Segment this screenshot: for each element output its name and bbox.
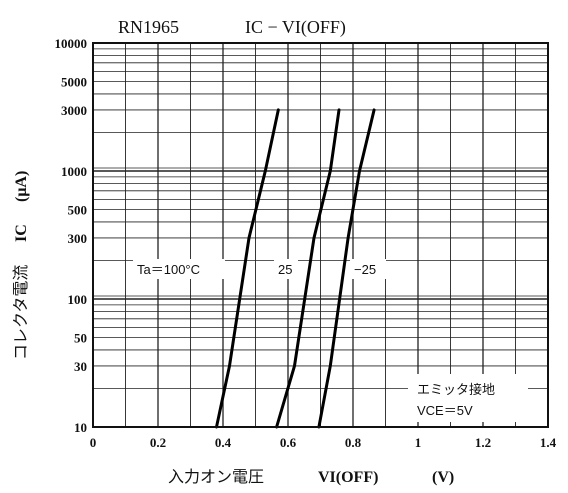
y-tick-label: 30 — [74, 359, 87, 374]
y-tick-label: 10000 — [55, 36, 88, 51]
curve-label-bg-25c — [274, 259, 298, 279]
x-tick-label: 1 — [415, 435, 422, 450]
x-tick-label: 1.2 — [475, 435, 491, 450]
curve-labels: Ta＝100°C 25 −25 — [133, 259, 386, 279]
curve-label-bg-minus25c — [350, 259, 386, 279]
condition-note: エミッタ接地 VCE＝5V — [408, 374, 528, 422]
curves — [215, 108, 376, 429]
y-axis-label: コレクタ電流 IC (μA) — [12, 171, 30, 360]
x-axis-label-symbol: VI(OFF) — [318, 469, 378, 486]
y-tick-label: 3000 — [61, 103, 87, 118]
curve-label-25c: 25 — [278, 262, 292, 277]
chart-title-part-number: RN1965 — [118, 17, 179, 37]
grid — [93, 43, 548, 427]
y-tick-label: 50 — [74, 331, 87, 346]
condition-note-bg — [408, 374, 528, 422]
y-tick-label: 5000 — [61, 75, 87, 90]
y-tick-label: 1000 — [61, 164, 87, 179]
series-line-1 — [275, 108, 341, 429]
y-tick-label: 100 — [68, 292, 88, 307]
x-axis-label-jp: 入力オン電圧 — [168, 468, 264, 486]
x-tick-label: 0.6 — [280, 435, 297, 450]
x-tick-label: 0.8 — [345, 435, 362, 450]
x-tick-label: 0.4 — [215, 435, 232, 450]
x-tick-label: 0.2 — [150, 435, 166, 450]
plot-frame — [92, 42, 549, 428]
series-line-2 — [317, 108, 376, 429]
y-tick-label: 300 — [68, 231, 88, 246]
y-tick-label: 10 — [74, 420, 87, 435]
y-tick-labels: 10 30 50 100 300 500 1000 3000 5000 10000 — [55, 36, 88, 435]
y-axis-label-symbol: IC — [13, 224, 30, 242]
x-tick-labels: 0 0.2 0.4 0.6 0.8 1 1.2 1.4 — [90, 435, 557, 450]
x-tick-label: 0 — [90, 435, 97, 450]
curve-label-100c: Ta＝100°C — [137, 262, 200, 277]
y-axis-label-jp: コレクタ電流 — [12, 265, 30, 360]
x-tick-label: 1.4 — [540, 435, 557, 450]
x-axis-label-unit: (V) — [432, 469, 454, 486]
y-axis-label-unit: (μA) — [13, 171, 30, 202]
condition-note-line2: VCE＝5V — [417, 403, 473, 418]
series-line-0 — [215, 108, 280, 429]
x-axis-label: 入力オン電圧 VI(OFF) (V) — [168, 468, 454, 486]
curve-label-bg-100c — [133, 259, 225, 279]
condition-note-line1: エミッタ接地 — [417, 382, 495, 397]
chart-title-formula: IC − VI(OFF) — [245, 17, 346, 38]
curve-label-minus25c: −25 — [354, 262, 376, 277]
y-tick-label: 500 — [68, 203, 88, 218]
